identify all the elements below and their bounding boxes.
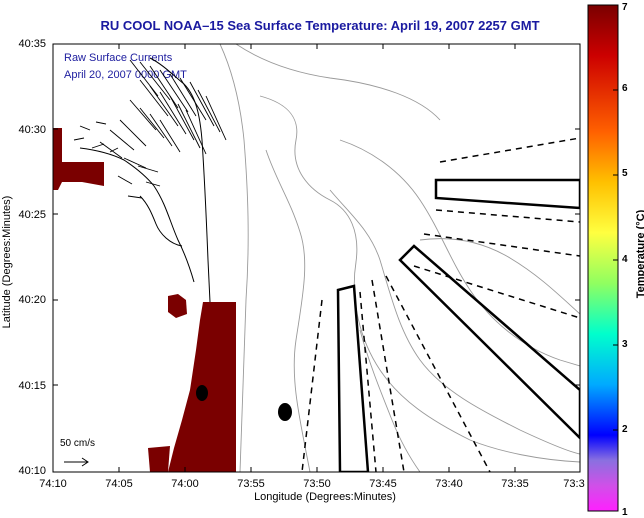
scale-arrow [64, 457, 89, 467]
survey-box [434, 178, 580, 210]
current-vector [185, 109, 207, 155]
current-vector [139, 61, 171, 101]
depth-contour [259, 95, 580, 463]
current-vector [169, 95, 195, 141]
dashed-transect [371, 279, 405, 472]
y-tick-label: 40:25 [18, 209, 46, 221]
dashed-transect [301, 299, 323, 472]
land-mass [53, 128, 104, 190]
coastline [139, 195, 183, 247]
current-vector [149, 85, 179, 127]
current-vector [149, 113, 173, 147]
colorbar [587, 4, 619, 512]
x-tick-label: 74:05 [105, 478, 133, 490]
current-vector [129, 99, 157, 131]
dashed-transect [423, 233, 580, 257]
colorbar-tick-label: 1 [622, 507, 628, 518]
depth-contour [235, 44, 441, 121]
current-vector [95, 121, 107, 125]
dashed-transect [413, 265, 580, 319]
x-tick-label: 73:45 [369, 478, 397, 490]
dashed-transect [385, 275, 491, 472]
plot-frame [52, 43, 581, 473]
map-title: RU COOL NOAA–15 Sea Surface Temperature:… [100, 18, 540, 33]
current-vector [159, 69, 189, 113]
dashed-transect [435, 209, 580, 223]
current-vector [177, 103, 201, 149]
colorbar-tick-label: 5 [622, 168, 628, 179]
site-marker [196, 385, 208, 401]
y-tick-label: 40:35 [18, 38, 46, 50]
current-vector [149, 65, 179, 109]
survey-box [336, 284, 370, 472]
colorbar-tick-label: 2 [622, 424, 628, 435]
current-vector [159, 91, 187, 135]
current-vector [109, 147, 119, 153]
x-tick-label: 74:00 [171, 478, 199, 490]
x-axis-title: Longitude (Degrees:Minutes) [254, 491, 396, 503]
current-vector [137, 165, 159, 173]
depth-contour [329, 189, 580, 455]
depth-contour [359, 329, 421, 472]
current-vector [205, 95, 227, 141]
x-tick-label: 74:10 [39, 478, 67, 490]
x-tick-label: 73:55 [237, 478, 265, 490]
land-mass [148, 446, 170, 472]
current-vector [123, 157, 147, 169]
site-marker [278, 403, 292, 421]
land-mass [168, 294, 187, 318]
depth-contour [339, 139, 580, 367]
current-vector [179, 77, 207, 121]
current-vector [139, 79, 169, 117]
y-tick-label: 40:20 [18, 294, 46, 306]
x-tick-label: 73:35 [501, 478, 529, 490]
depth-contour [265, 149, 311, 472]
survey-box [398, 244, 580, 440]
y-tick-label: 40:10 [18, 465, 46, 477]
x-tick-label: 73:40 [435, 478, 463, 490]
current-vector [119, 119, 147, 147]
current-vector [139, 107, 165, 139]
currents-note-label: Raw Surface Currents [64, 52, 173, 64]
depth-contour [219, 44, 249, 472]
current-vector [79, 125, 91, 131]
current-vector [127, 195, 143, 199]
current-vector [159, 119, 181, 153]
x-tick-label: 73:3 [563, 478, 585, 490]
current-vector [91, 143, 105, 149]
current-vector [189, 81, 215, 127]
y-tick-label: 40:30 [18, 124, 46, 136]
current-vector [145, 181, 161, 187]
y-tick-label: 40:15 [18, 380, 46, 392]
colorbar-tick-label: 6 [622, 83, 628, 94]
current-vector [169, 73, 197, 117]
dashed-transect [359, 291, 377, 472]
coastline [149, 57, 211, 303]
current-vector [129, 59, 159, 97]
current-vector [117, 175, 133, 185]
vector-scale-label: 50 cm/s [60, 438, 96, 449]
depth-contour [419, 238, 580, 315]
dashed-transect [439, 137, 580, 163]
current-vector [109, 129, 135, 151]
currents-time-label: April 20, 2007 0000 GMT [64, 69, 187, 81]
colorbar-tick-label: 3 [622, 339, 628, 350]
coastline [79, 147, 195, 283]
colorbar-tick-label: 4 [622, 254, 628, 265]
current-vector [73, 137, 85, 141]
current-vector [99, 141, 123, 159]
colorbar-tick-label: 7 [622, 2, 628, 13]
current-vector [197, 89, 221, 133]
x-tick-label: 73:50 [303, 478, 331, 490]
